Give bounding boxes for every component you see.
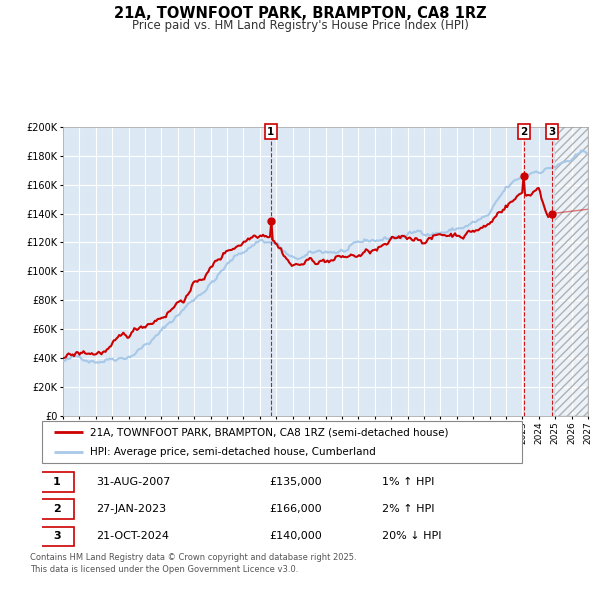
Text: 27-JAN-2023: 27-JAN-2023 <box>96 504 166 514</box>
Text: £140,000: £140,000 <box>269 532 322 541</box>
Text: 20% ↓ HPI: 20% ↓ HPI <box>382 532 442 541</box>
Text: £135,000: £135,000 <box>269 477 322 487</box>
Text: 2: 2 <box>520 127 527 137</box>
Text: £166,000: £166,000 <box>269 504 322 514</box>
Text: 21A, TOWNFOOT PARK, BRAMPTON, CA8 1RZ (semi-detached house): 21A, TOWNFOOT PARK, BRAMPTON, CA8 1RZ (s… <box>90 427 449 437</box>
Text: 1% ↑ HPI: 1% ↑ HPI <box>382 477 434 487</box>
Text: 21A, TOWNFOOT PARK, BRAMPTON, CA8 1RZ: 21A, TOWNFOOT PARK, BRAMPTON, CA8 1RZ <box>113 6 487 21</box>
Text: 1: 1 <box>267 127 274 137</box>
Text: 2% ↑ HPI: 2% ↑ HPI <box>382 504 434 514</box>
Text: Price paid vs. HM Land Registry's House Price Index (HPI): Price paid vs. HM Land Registry's House … <box>131 19 469 32</box>
Text: 31-AUG-2007: 31-AUG-2007 <box>96 477 170 487</box>
FancyBboxPatch shape <box>40 526 74 546</box>
FancyBboxPatch shape <box>42 421 522 463</box>
Text: 2: 2 <box>53 504 61 514</box>
Text: 1: 1 <box>53 477 61 487</box>
Text: 3: 3 <box>53 532 61 541</box>
Polygon shape <box>555 127 588 416</box>
Text: HPI: Average price, semi-detached house, Cumberland: HPI: Average price, semi-detached house,… <box>90 447 376 457</box>
FancyBboxPatch shape <box>40 499 74 519</box>
Text: 3: 3 <box>548 127 556 137</box>
Text: Contains HM Land Registry data © Crown copyright and database right 2025.
This d: Contains HM Land Registry data © Crown c… <box>30 553 356 574</box>
FancyBboxPatch shape <box>40 472 74 492</box>
Text: 21-OCT-2024: 21-OCT-2024 <box>96 532 169 541</box>
